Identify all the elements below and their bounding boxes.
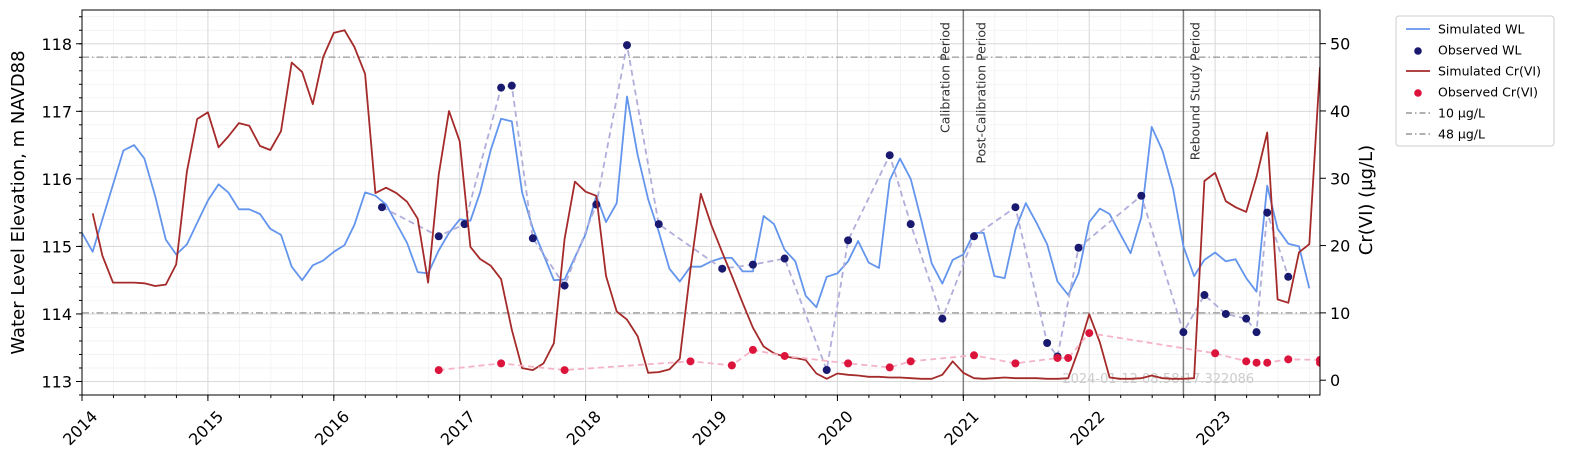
x-tick-label: 2023 xyxy=(1192,407,1234,449)
legend-label: Simulated WL xyxy=(1438,22,1524,37)
data-point xyxy=(1043,338,1052,347)
data-point xyxy=(970,351,979,360)
y-axis-label-right: Cr(VI) (µg/L) xyxy=(1356,145,1377,255)
data-point xyxy=(1211,349,1220,358)
legend-label: Simulated Cr(VI) xyxy=(1438,64,1541,79)
data-point xyxy=(748,260,757,269)
data-point xyxy=(1011,203,1020,212)
y-tick-label-right: 0 xyxy=(1330,371,1340,390)
y-axis-label-left: Water Level Elevation, m NAVD88 xyxy=(8,50,29,354)
data-point xyxy=(654,220,663,229)
data-point xyxy=(1284,272,1293,281)
data-point xyxy=(1053,353,1062,362)
x-tick-label: 2020 xyxy=(815,407,857,449)
plot-frame xyxy=(81,9,1321,396)
data-point xyxy=(780,254,789,263)
legend-box xyxy=(1395,15,1555,147)
data-point xyxy=(1074,243,1083,252)
legend-marker-swatch xyxy=(1414,89,1422,97)
data-point xyxy=(822,366,831,375)
data-point xyxy=(1179,328,1188,337)
data-point xyxy=(844,236,853,245)
data-point xyxy=(1242,357,1251,366)
y-tick-label-left: 117 xyxy=(41,102,72,121)
x-tick-label: 2015 xyxy=(185,407,227,449)
series-line xyxy=(91,29,1320,380)
data-point xyxy=(885,151,894,160)
y-tick-label-right: 50 xyxy=(1330,35,1350,54)
y-tick-label-left: 116 xyxy=(41,170,72,189)
legend-marker-swatch xyxy=(1414,47,1422,55)
data-point xyxy=(507,81,516,90)
y-tick-label-right: 10 xyxy=(1330,304,1350,323)
x-tick-label: 2021 xyxy=(940,407,982,449)
data-point xyxy=(1263,358,1272,367)
x-tick-label: 2017 xyxy=(437,407,479,449)
data-point xyxy=(1085,329,1094,338)
data-point xyxy=(1011,359,1020,368)
y-tick-label-right: 40 xyxy=(1330,102,1350,121)
data-point xyxy=(560,366,569,375)
data-point xyxy=(906,220,915,229)
data-point xyxy=(970,232,979,241)
legend-label: Observed Cr(VI) xyxy=(1438,85,1538,100)
data-point xyxy=(1316,358,1320,367)
data-point xyxy=(686,357,695,366)
data-point xyxy=(434,232,443,241)
data-point xyxy=(906,357,915,366)
period-label: Post-Calibration Period xyxy=(973,22,988,164)
x-tick-label: 2018 xyxy=(563,407,605,449)
data-point xyxy=(1137,191,1146,200)
y-tick-label-left: 118 xyxy=(41,35,72,54)
data-point xyxy=(1064,353,1073,362)
y-tick-label-right: 30 xyxy=(1330,169,1350,188)
data-point xyxy=(497,83,506,92)
threshold-lines xyxy=(82,56,1320,314)
data-point xyxy=(1242,314,1251,323)
x-tick-label: 2014 xyxy=(59,407,101,449)
legend-label: 48 µg/L xyxy=(1438,127,1485,142)
data-point xyxy=(377,203,386,212)
data-point xyxy=(1221,309,1230,318)
x-tick-label: 2019 xyxy=(689,407,731,449)
x-tick-label: 2016 xyxy=(311,407,353,449)
data-point xyxy=(1200,291,1209,300)
data-point xyxy=(718,264,727,273)
y-tick-label-left: 115 xyxy=(41,237,72,256)
data-point xyxy=(560,281,569,290)
period-label: Rebound Study Period xyxy=(1187,22,1202,160)
data-point xyxy=(727,361,736,370)
watermark: 2024-01-12 08:58:17.322086 xyxy=(1062,372,1254,387)
grid xyxy=(81,10,1320,396)
data-point xyxy=(938,314,947,323)
data-point xyxy=(885,363,894,372)
y-tick-label-left: 113 xyxy=(41,372,72,391)
period-lines: Calibration Period Post-Calibration Perio… xyxy=(937,10,1202,395)
data-point xyxy=(460,220,469,229)
y-tick-label-left: 114 xyxy=(41,305,72,324)
data-point xyxy=(1252,358,1261,367)
legend-label: Observed WL xyxy=(1438,43,1521,58)
y-tick-label-right: 20 xyxy=(1330,237,1350,256)
legend: Simulated WL Observed WL Simulated Cr(VI) O… xyxy=(1395,15,1555,147)
data-point xyxy=(434,366,443,375)
x-tick-label: 2022 xyxy=(1066,407,1108,449)
data-point xyxy=(623,41,632,50)
data-point xyxy=(1263,208,1272,217)
data-point xyxy=(780,351,789,360)
series-connector xyxy=(438,332,1320,372)
data-point xyxy=(497,359,506,368)
data-point xyxy=(1252,328,1261,337)
series-line xyxy=(82,95,1311,309)
legend-label: 10 µg/L xyxy=(1438,106,1485,121)
series-layer xyxy=(82,29,1320,380)
data-point xyxy=(528,234,537,243)
data-point xyxy=(1284,355,1293,364)
data-point xyxy=(748,345,757,354)
period-label: Calibration Period xyxy=(937,22,952,133)
data-point xyxy=(844,359,853,368)
